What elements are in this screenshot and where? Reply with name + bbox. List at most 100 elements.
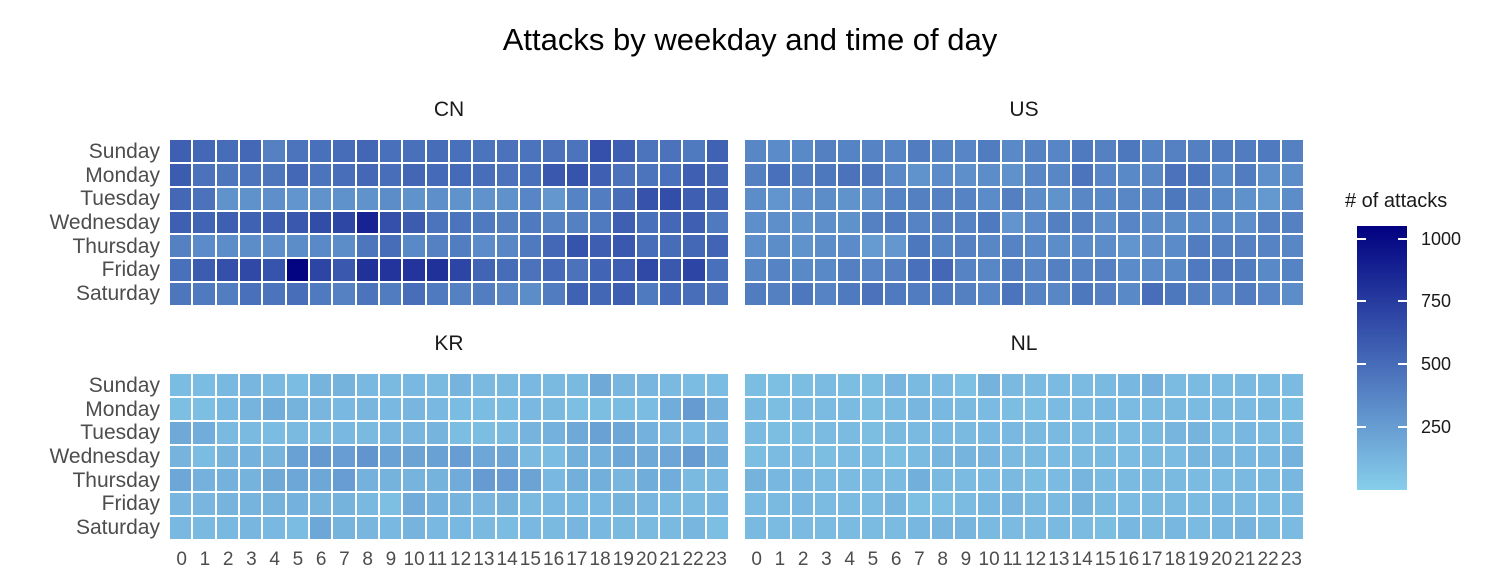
heatmap-cell — [1071, 421, 1093, 444]
x-axis-label: 12 — [450, 549, 472, 570]
heatmap-cell — [1188, 445, 1210, 468]
heatmap-cell — [403, 374, 425, 396]
legend-tick-label: 1000 — [1421, 228, 1462, 249]
heatmap-cell — [473, 517, 495, 539]
x-axis-label: 18 — [1164, 549, 1186, 570]
y-axis-label: Friday — [101, 258, 160, 282]
heatmap-cell — [1048, 517, 1070, 539]
heatmap-cell — [310, 397, 332, 420]
heatmap-cell — [193, 374, 215, 396]
heatmap-cell — [356, 163, 378, 186]
heatmap-cell — [660, 163, 682, 186]
heatmap-cell — [263, 187, 285, 210]
heatmap-cell — [791, 259, 813, 282]
heatmap-cell — [706, 211, 728, 234]
heatmap-cell — [1141, 235, 1163, 258]
heatmap-cell — [768, 259, 790, 282]
heatmap-cell — [815, 259, 837, 282]
heatmap-cell — [1258, 469, 1280, 492]
heatmap-cell — [473, 469, 495, 492]
heatmap-cell — [590, 469, 612, 492]
heatmap-cell — [1025, 235, 1047, 258]
heatmap-cell — [1188, 421, 1210, 444]
heatmap-cell — [216, 517, 238, 539]
heatmap-cell — [1118, 283, 1140, 305]
heatmap-cell — [815, 235, 837, 258]
heatmap-cell — [1095, 469, 1117, 492]
heatmap-cell — [706, 187, 728, 210]
heatmap-cell — [566, 421, 588, 444]
heatmap-cell — [861, 259, 883, 282]
heatmap-cell — [1025, 163, 1047, 186]
heatmap-cell — [1095, 517, 1117, 539]
legend-tick-mark — [1357, 426, 1366, 429]
heatmap-cell — [908, 140, 930, 162]
y-axis-label: Thursday — [72, 468, 160, 492]
heatmap-cell — [1258, 397, 1280, 420]
facet-label-nl: NL — [1010, 332, 1038, 355]
heatmap-cell — [170, 469, 192, 492]
heatmap-cell — [473, 421, 495, 444]
heatmap-cell — [931, 493, 953, 516]
heatmap-cell — [193, 493, 215, 516]
heatmap-cell — [496, 374, 518, 396]
x-axis-label: 5 — [292, 549, 304, 570]
heatmap-cell — [450, 397, 472, 420]
heatmap-cell — [520, 517, 542, 539]
heatmap-cell — [1025, 397, 1047, 420]
heatmap-cell — [636, 259, 658, 282]
heatmap-cell — [450, 445, 472, 468]
heatmap-cell — [1048, 187, 1070, 210]
heatmap-cell — [815, 140, 837, 162]
heatmap-cell — [931, 283, 953, 305]
heatmap-cell — [1118, 187, 1140, 210]
heatmap-cell — [1025, 187, 1047, 210]
heatmap-cell — [768, 517, 790, 539]
heatmap-cell — [1001, 517, 1023, 539]
legend-tick-label: 500 — [1421, 354, 1452, 375]
heatmap-cell — [566, 517, 588, 539]
y-axis-label: Monday — [85, 397, 160, 421]
heatmap-cell — [450, 517, 472, 539]
heatmap-cell — [955, 469, 977, 492]
heatmap-cell — [1188, 397, 1210, 420]
heatmap-cell — [1281, 259, 1303, 282]
heatmap-cell — [1048, 163, 1070, 186]
heatmap-cell — [931, 469, 953, 492]
x-axis-label: 16 — [543, 549, 565, 570]
heatmap-cell — [1235, 374, 1257, 396]
heatmap-cell — [1235, 283, 1257, 305]
heatmap-cell — [1141, 469, 1163, 492]
heatmap-cell — [683, 421, 705, 444]
heatmap-cell — [861, 187, 883, 210]
heatmap-cell — [520, 397, 542, 420]
heatmap-cell — [263, 517, 285, 539]
heatmap-cell — [660, 421, 682, 444]
heatmap-cell — [473, 163, 495, 186]
heatmap-cell — [768, 283, 790, 305]
heatmap-cell — [590, 493, 612, 516]
x-axis-label: 4 — [844, 549, 855, 570]
heatmap-cell — [745, 283, 767, 305]
heatmap-cell — [356, 283, 378, 305]
heatmap-cell — [838, 259, 860, 282]
heatmap-cell — [636, 421, 658, 444]
heatmap-cell — [1258, 374, 1280, 396]
heatmap-cell — [240, 187, 262, 210]
y-axis-label: Friday — [101, 492, 160, 516]
heatmap-cell — [473, 374, 495, 396]
heatmap-cell — [590, 374, 612, 396]
heatmap-cell — [908, 283, 930, 305]
heatmap-cell — [380, 235, 402, 258]
heatmap-cell — [1165, 493, 1187, 516]
heatmap-cell — [426, 163, 448, 186]
heatmap-cell — [193, 469, 215, 492]
heatmap-cell — [216, 397, 238, 420]
heatmap-cell — [193, 163, 215, 186]
x-axis-label: 6 — [890, 549, 902, 570]
heatmap-cell — [286, 445, 308, 468]
heatmap-cell — [426, 445, 448, 468]
heatmap-cell — [263, 259, 285, 282]
heatmap-cell — [955, 163, 977, 186]
heatmap-cell — [885, 517, 907, 539]
